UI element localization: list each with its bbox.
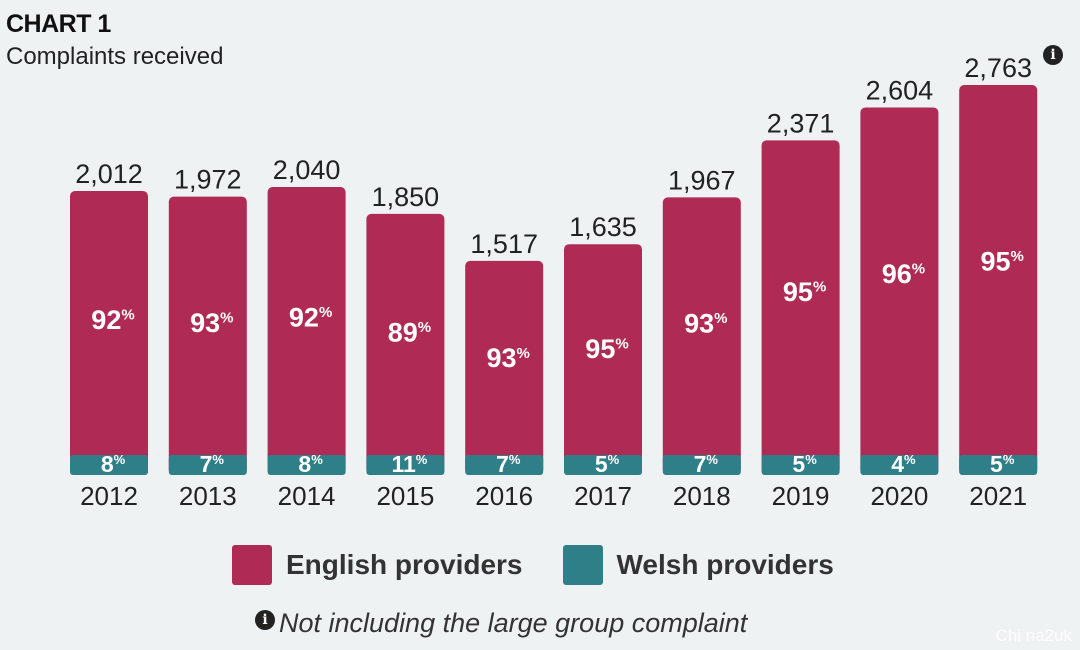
footnote-text: Not including the large group complaint [279,608,748,638]
chart-title: Complaints received [6,43,224,70]
welsh-percent-2012: 8% [101,451,126,477]
welsh-percent-2015: 11% [391,451,427,477]
english-percent-2015: 89% [388,317,431,347]
x-tick-2021: 2021 [969,481,1027,511]
bar-english-2013 [168,196,247,475]
watermark: Chi na2uk [995,626,1072,645]
footnote: i Not including the large group complain… [255,608,747,639]
bar-welsh-2014 [267,455,346,475]
legend-item-welsh: Welsh providers [562,545,834,585]
legend-swatch-english [232,545,272,585]
total-label-2018: 1,967 [668,165,736,195]
welsh-percent-2013: 7% [200,451,225,477]
legend-item-english: English providers [232,545,523,585]
bar-welsh-2017 [564,455,642,475]
welsh-percent-2018: 7% [694,451,719,477]
x-tick-2015: 2015 [376,481,434,511]
total-label-2014: 2,040 [273,155,341,185]
bar-english-2021 [959,85,1038,475]
english-percent-2021: 95% [981,247,1024,277]
bar-english-2020 [860,107,939,475]
total-label-2020: 2,604 [866,75,934,105]
bar-english-2015 [366,213,445,475]
x-tick-2017: 2017 [574,481,632,511]
welsh-percent-2014: 8% [298,451,323,477]
bar-welsh-2020 [860,455,939,475]
bar-english-2012 [70,191,148,476]
english-percent-2014: 92% [289,303,332,333]
x-tick-2018: 2018 [673,481,731,511]
bar-english-2016 [465,260,544,475]
total-label-2015: 1,850 [372,182,440,212]
bar-welsh-2015 [366,455,445,475]
bar-chart: 2,012 92% 8% 2012 1,972 93% 7% 2013 2,040 92% 8% 20… [70,53,1038,511]
bar-english-2019 [761,140,840,475]
x-tick-2019: 2019 [772,481,830,511]
total-label-2013: 1,972 [174,165,242,195]
x-tick-2014: 2014 [278,481,336,511]
chart-label: CHART 1 [6,10,111,38]
welsh-percent-2021: 5% [990,451,1015,477]
legend-label-english: English providers [286,549,523,580]
english-percent-2013: 93% [190,308,233,338]
bar-welsh-2021 [959,455,1038,475]
legend: English providers Welsh providers [232,545,874,585]
legend-swatch-welsh [562,545,603,585]
english-percent-2018: 93% [684,308,727,338]
bar-english-2017 [564,244,642,475]
english-percent-2020: 96% [882,259,925,289]
x-tick-2020: 2020 [870,481,928,511]
total-label-2017: 1,635 [569,212,637,242]
welsh-percent-2017: 5% [595,451,620,477]
x-tick-2016: 2016 [475,481,533,511]
english-percent-2017: 95% [585,334,628,364]
english-percent-2019: 95% [783,277,826,307]
total-label-2016: 1,517 [470,229,538,259]
welsh-percent-2019: 5% [792,451,817,477]
bar-welsh-2013 [168,455,247,475]
total-label-2012: 2,012 [75,159,143,189]
total-label-2019: 2,371 [767,108,835,138]
footnote-info-icon: i [255,609,275,630]
bar-english-2014 [267,187,346,475]
bar-welsh-2016 [465,455,544,475]
x-tick-2013: 2013 [179,481,237,511]
bar-welsh-2019 [761,455,840,475]
total-label-2021: 2,763 [964,53,1032,83]
welsh-percent-2020: 4% [891,451,916,477]
welsh-percent-2016: 7% [496,451,521,477]
bar-welsh-2018 [662,455,741,475]
english-percent-2016: 93% [487,343,530,373]
legend-label-welsh: Welsh providers [616,549,834,580]
bar-english-2018 [662,197,741,475]
bar-welsh-2012 [70,455,148,475]
info-icon[interactable]: i [1043,45,1063,65]
english-percent-2012: 92% [91,305,134,335]
x-tick-2012: 2012 [80,481,138,511]
